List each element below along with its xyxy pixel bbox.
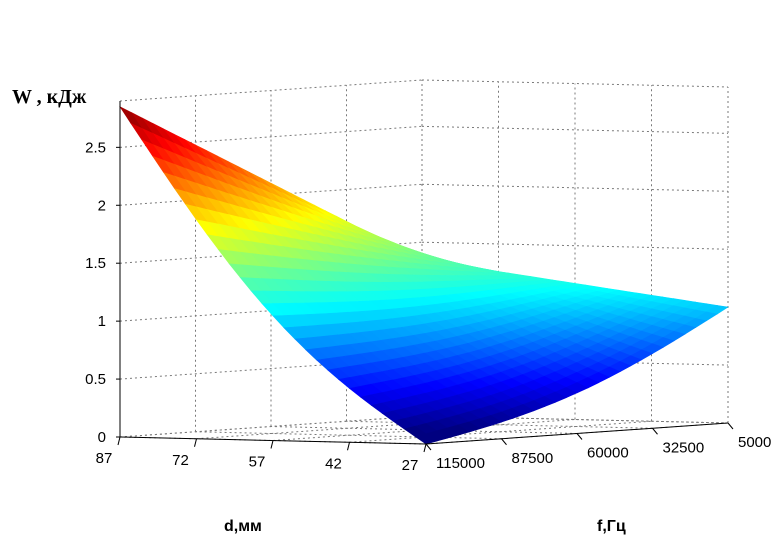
z-gridline bbox=[421, 241, 729, 250]
f-tick-label: 32500 bbox=[663, 439, 705, 456]
d-tick-mark bbox=[117, 436, 121, 446]
f-tick-mark bbox=[652, 427, 658, 435]
d-tick-label: 42 bbox=[325, 455, 342, 472]
d-axis-ticks: 87 72 57 42 27 bbox=[96, 436, 427, 474]
d-floor-gridline bbox=[196, 417, 499, 440]
z-axis-title: W , кДж bbox=[12, 86, 87, 108]
d-tick-label: 57 bbox=[249, 454, 266, 471]
f-tick-mark bbox=[501, 438, 507, 446]
d-axis-title: d,мм bbox=[224, 518, 262, 535]
f-floor-gridline bbox=[270, 426, 578, 434]
f-tick-label: 60000 bbox=[587, 445, 629, 462]
d-floor-gridline bbox=[349, 420, 652, 443]
f-tick-label: 87500 bbox=[512, 450, 554, 467]
f-tick-mark bbox=[576, 433, 583, 440]
surface-patch bbox=[414, 433, 438, 445]
z-gridline bbox=[421, 125, 729, 134]
f-tick-mark bbox=[425, 443, 432, 451]
z-axis-ticks: 0 0.5 1 1.5 2 2.5 bbox=[85, 139, 120, 446]
d-tick-label: 87 bbox=[96, 450, 113, 467]
surface-plot bbox=[119, 106, 729, 445]
z-tick-label: 2 bbox=[98, 197, 106, 214]
z-gridline bbox=[421, 183, 729, 192]
d-tick-mark bbox=[270, 440, 274, 449]
d-tick-mark bbox=[347, 442, 350, 451]
f-tick-mark bbox=[727, 422, 734, 430]
d-tick-mark bbox=[194, 438, 197, 447]
f-tick-label: 115000 bbox=[436, 455, 485, 472]
d-floor-gridline bbox=[119, 415, 423, 438]
f-axis-title: f,Гц bbox=[597, 518, 626, 535]
z-gridline bbox=[119, 357, 423, 380]
d-tick-mark bbox=[423, 443, 427, 453]
f-axis-ticks: 115000 87500 60000 32500 5000 bbox=[425, 422, 771, 472]
f-tick-label: 5000 bbox=[738, 434, 771, 451]
d-tick-label: 27 bbox=[402, 457, 419, 474]
z-tick-label: 1 bbox=[98, 313, 106, 330]
d-tick-label: 72 bbox=[172, 452, 189, 469]
z-tick-label: 0 bbox=[98, 429, 106, 446]
z-gridline bbox=[421, 79, 729, 88]
z-tick-label: 0.5 bbox=[85, 371, 106, 388]
z-tick-label: 2.5 bbox=[85, 139, 106, 156]
z-tick-label: 1.5 bbox=[85, 255, 106, 272]
